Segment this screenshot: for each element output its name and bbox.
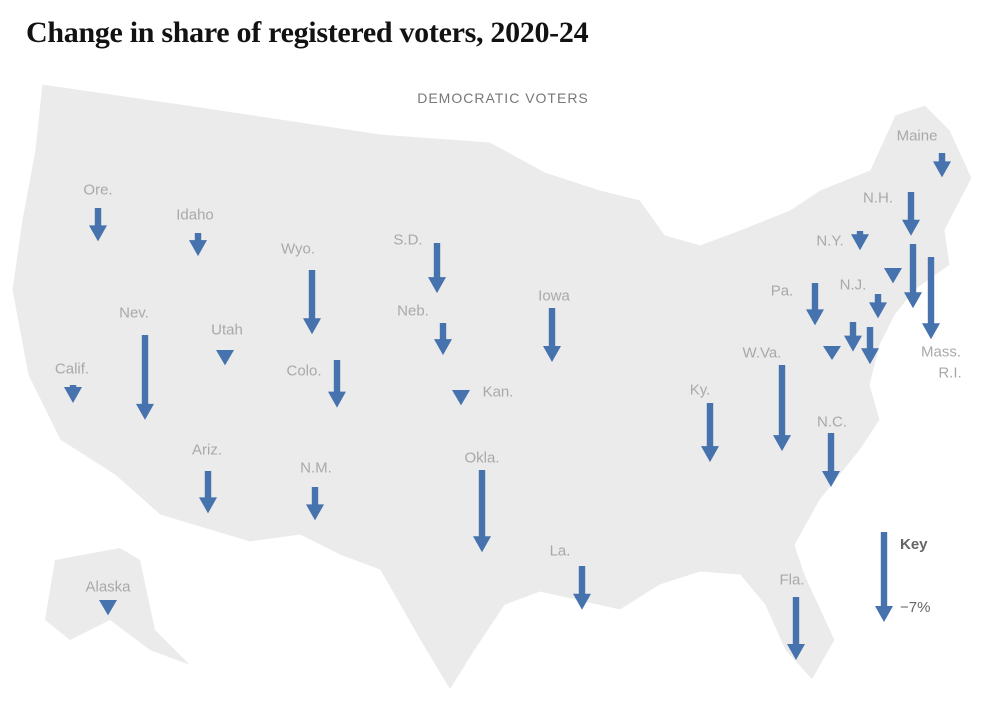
state-arrow <box>806 283 824 326</box>
arrows-layer <box>64 153 951 660</box>
contiguous-us-shape <box>11 83 973 691</box>
state-label: Nev. <box>119 304 149 322</box>
state-label: N.C. <box>817 413 847 431</box>
state-label: W.Va. <box>742 344 782 362</box>
state-label: Colo. <box>286 362 322 380</box>
alaska-shape <box>45 548 190 665</box>
key-value: −7% <box>900 599 931 616</box>
state-label: Utah <box>211 321 243 339</box>
state-arrow <box>64 385 82 403</box>
state-arrow <box>216 350 234 366</box>
state-label: S.D. <box>393 231 423 249</box>
state-arrow <box>89 208 107 242</box>
state-arrow <box>902 192 920 236</box>
key-arrow <box>875 532 893 622</box>
state-label: Calif. <box>54 360 90 378</box>
state-arrow <box>428 243 446 294</box>
state-arrow <box>844 322 862 352</box>
state-arrow <box>473 470 491 553</box>
state-label: Okla. <box>464 449 500 467</box>
state-arrow <box>773 365 791 452</box>
state-arrow <box>434 323 452 356</box>
state-arrow <box>306 487 324 521</box>
state-label: Ky. <box>689 381 711 399</box>
key-title: Key <box>900 536 928 553</box>
state-arrow <box>904 244 922 309</box>
state-label: Mass. <box>920 343 962 361</box>
state-arrow <box>787 597 805 660</box>
state-label: N.M. <box>300 459 332 477</box>
chart-title: Change in share of registered voters, 20… <box>26 16 589 49</box>
state-label: Wyo. <box>280 240 316 258</box>
state-label: Maine <box>896 127 938 145</box>
state-arrow <box>884 268 902 284</box>
state-arrow <box>701 403 719 463</box>
state-label: Kan. <box>482 383 514 401</box>
state-label: N.H. <box>863 189 893 207</box>
state-arrow <box>823 346 841 360</box>
state-label: Fla. <box>779 571 805 589</box>
state-arrow <box>328 360 346 408</box>
state-arrow <box>851 231 869 251</box>
state-arrow <box>136 335 154 420</box>
state-arrow <box>543 308 561 362</box>
state-label: La. <box>549 542 571 560</box>
state-label: Idaho <box>176 206 214 224</box>
state-arrow <box>922 257 940 340</box>
state-arrow <box>933 153 951 178</box>
state-arrow <box>822 433 840 487</box>
state-arrow <box>99 600 117 616</box>
state-arrow <box>869 294 887 319</box>
state-label: Iowa <box>538 287 570 305</box>
state-label: Neb. <box>397 302 429 320</box>
state-label: Pa. <box>770 282 794 300</box>
state-label: R.I. <box>938 364 962 382</box>
state-label: Ariz. <box>192 441 222 459</box>
state-label: N.J. <box>839 276 867 294</box>
state-arrow <box>452 390 470 406</box>
state-arrow <box>199 471 217 514</box>
state-label: Ore. <box>83 181 113 199</box>
state-arrow <box>573 566 591 610</box>
state-arrow <box>861 327 879 365</box>
state-arrow <box>189 233 207 257</box>
state-label: Alaska <box>85 578 131 596</box>
map-subtitle: DEMOCRATIC VOTERS <box>417 90 589 106</box>
state-label: N.Y. <box>816 232 844 250</box>
state-arrow <box>303 270 321 335</box>
